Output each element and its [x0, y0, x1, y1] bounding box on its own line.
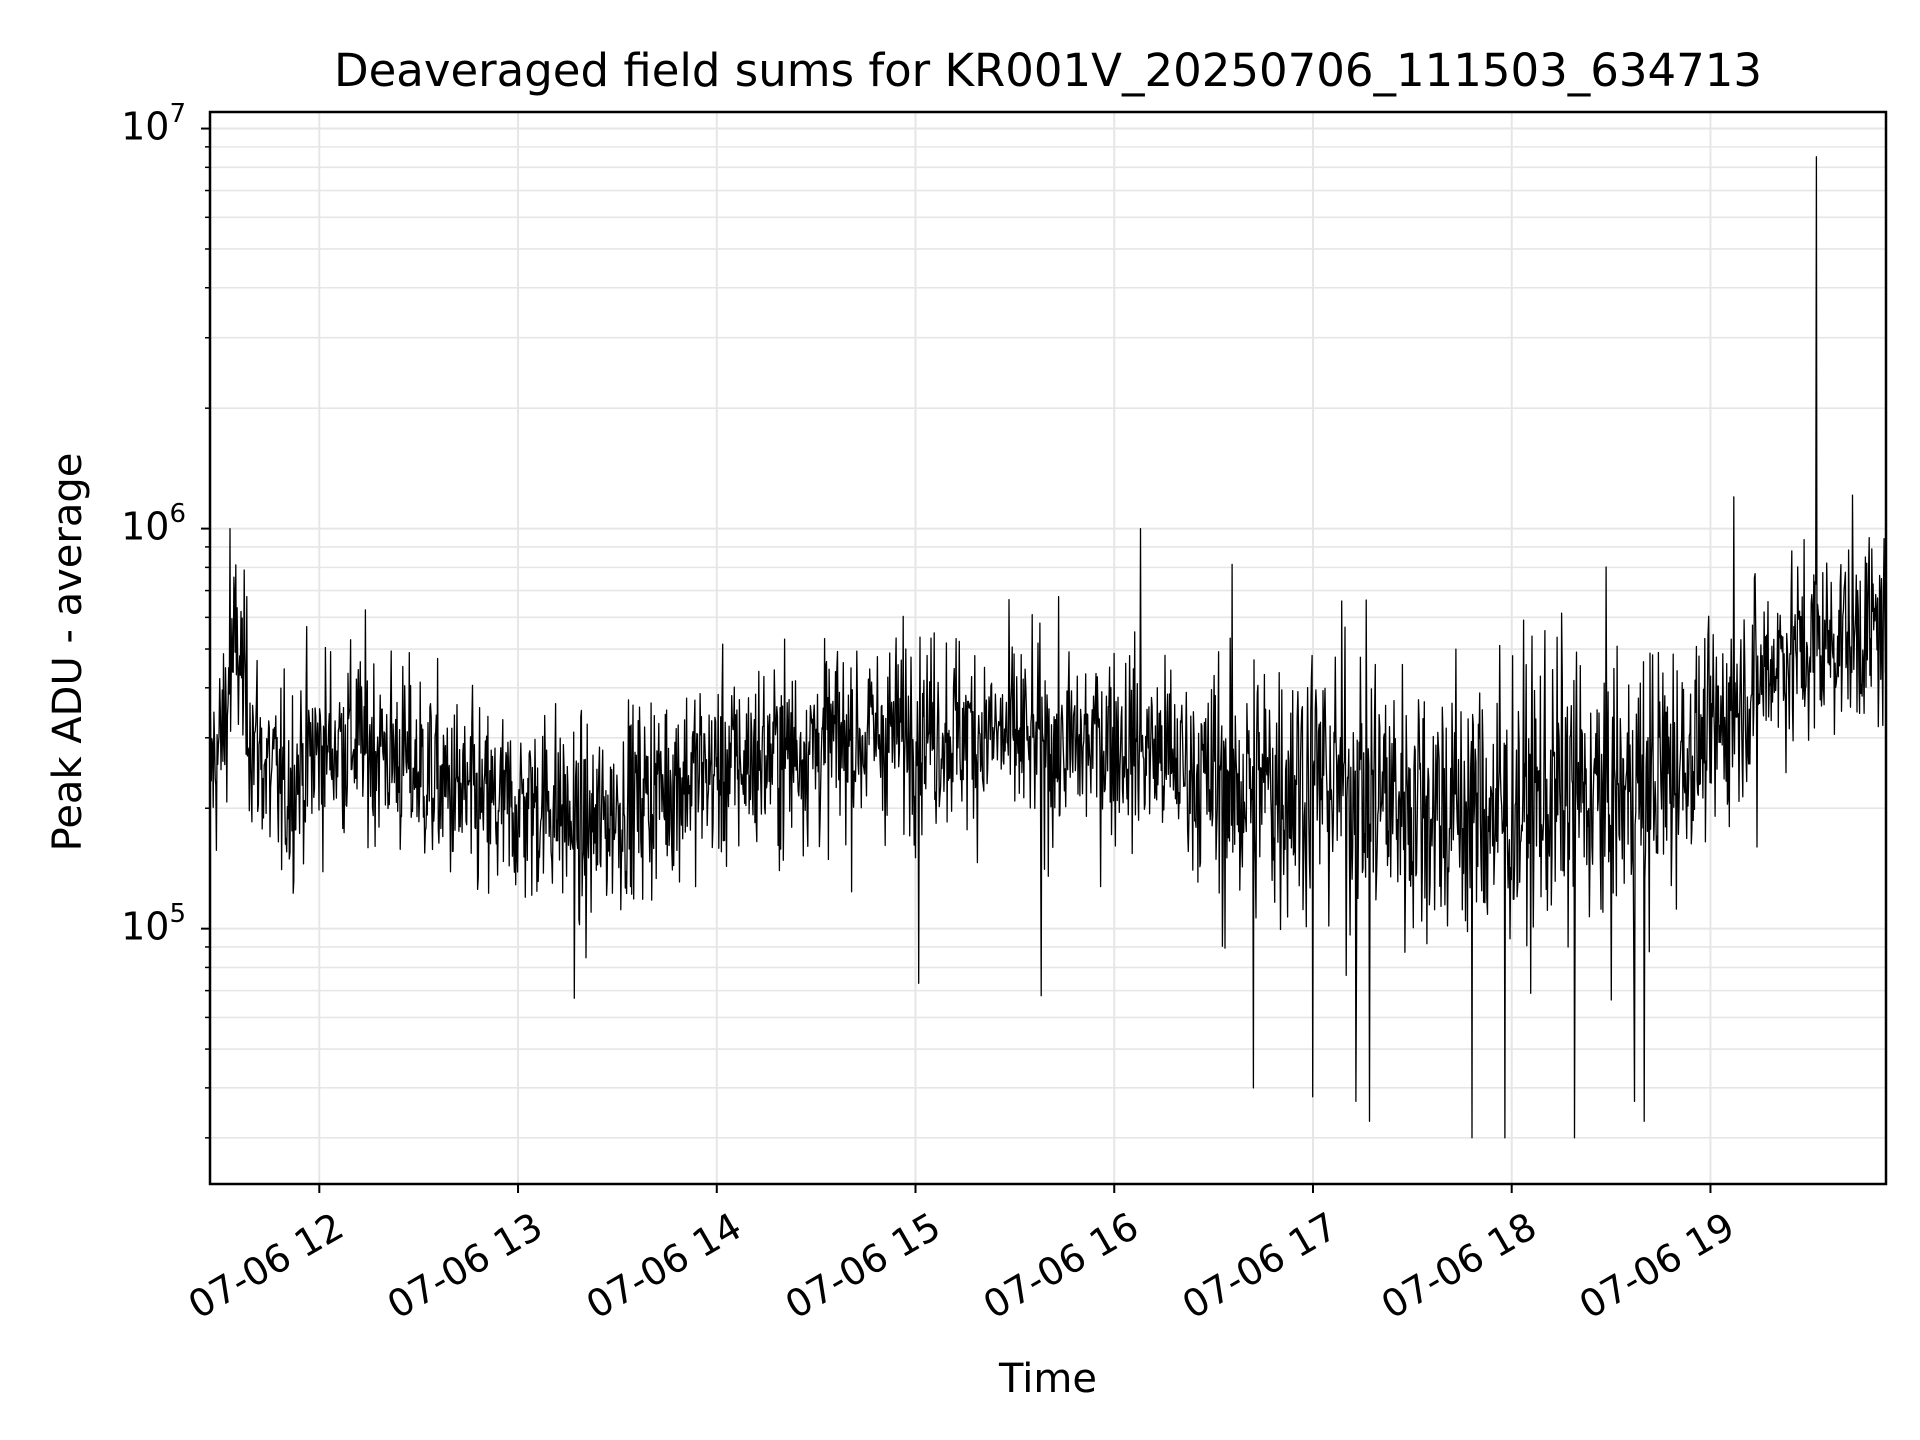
y-tick-label: 106 [121, 498, 186, 549]
plot-frame [208, 110, 1888, 1186]
y-axis-label: Peak ADU - average [45, 452, 91, 852]
series-line [209, 156, 1887, 1139]
y-tick-label: 107 [121, 98, 186, 149]
x-axis-label: Time [999, 1356, 1097, 1402]
chart-title: Deaveraged field sums for KR001V_2025070… [333, 44, 1763, 97]
data-series-path [209, 156, 1887, 1139]
y-tick-label: 105 [121, 898, 186, 949]
tick-marks [201, 127, 1712, 1193]
